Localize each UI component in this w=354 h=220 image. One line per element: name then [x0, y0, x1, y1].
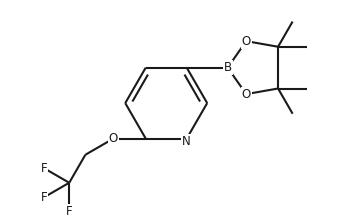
Text: N: N [182, 135, 191, 148]
Text: F: F [41, 162, 47, 175]
Text: F: F [41, 191, 47, 204]
Text: O: O [241, 35, 251, 48]
Text: O: O [241, 88, 251, 101]
Text: B: B [224, 61, 232, 74]
Text: F: F [66, 205, 73, 218]
Text: O: O [109, 132, 118, 145]
